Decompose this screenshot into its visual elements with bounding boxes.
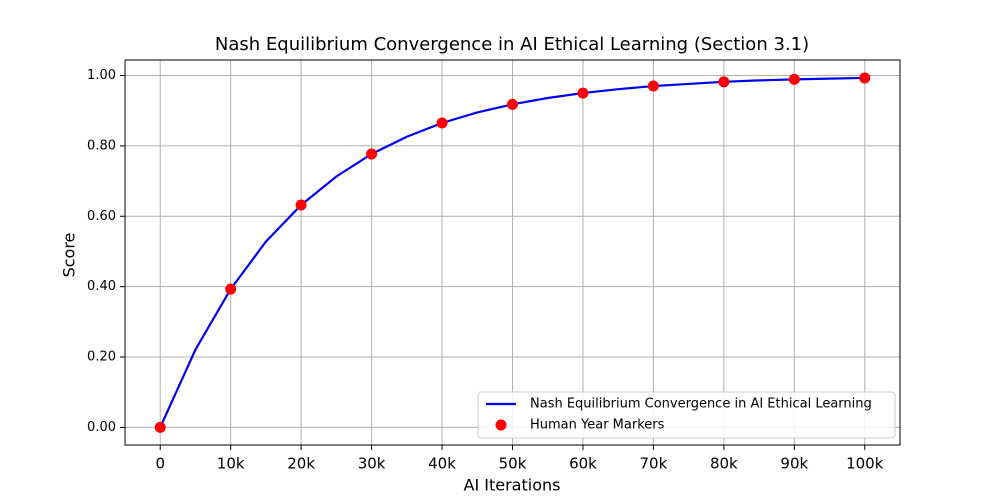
y-tick-label: 0.80 — [87, 138, 116, 153]
point — [718, 76, 730, 88]
point — [436, 117, 448, 129]
legend-label: Human Year Markers — [530, 418, 665, 433]
x-tick-label: 50k — [499, 455, 527, 473]
axes-frame — [124, 59, 901, 446]
point — [859, 72, 871, 84]
x-tick-label: 40k — [428, 455, 456, 473]
x-tick-label: 10k — [217, 455, 245, 473]
x-tick-label: 30k — [358, 455, 386, 473]
y-tick-label: 0.20 — [87, 350, 116, 365]
x-tick-label: 80k — [710, 455, 738, 473]
y-tick-label: 0.40 — [87, 279, 116, 294]
legend-label: Nash Equilibrium Convergence in AI Ethic… — [530, 397, 872, 412]
point — [507, 98, 518, 110]
x-tick-label: 0 — [155, 455, 165, 473]
chart-title: Nash Equilibrium Convergence in AI Ethic… — [215, 34, 809, 55]
legend-marker — [495, 419, 507, 431]
y-axis-label: Score — [60, 233, 79, 278]
y-tick-label: 1.00 — [87, 68, 116, 83]
x-axis-label: AI Iterations — [464, 476, 561, 495]
y-tick-label: 0.00 — [87, 420, 116, 435]
x-tick-label: 60k — [569, 455, 597, 473]
x-tick-label: 70k — [640, 455, 668, 473]
point — [154, 421, 166, 433]
x-tick-label: 100k — [846, 455, 884, 473]
legend: Nash Equilibrium Convergence in AI Ethic… — [477, 391, 896, 439]
point — [577, 87, 589, 99]
x-tick-label: 90k — [780, 455, 808, 473]
legend-box — [477, 391, 896, 439]
point — [788, 73, 800, 85]
x-tick-label: 20k — [287, 455, 315, 473]
point — [647, 80, 659, 92]
point — [225, 283, 237, 295]
y-tick-label: 0.60 — [87, 209, 116, 224]
point — [295, 199, 307, 211]
point — [366, 148, 378, 160]
